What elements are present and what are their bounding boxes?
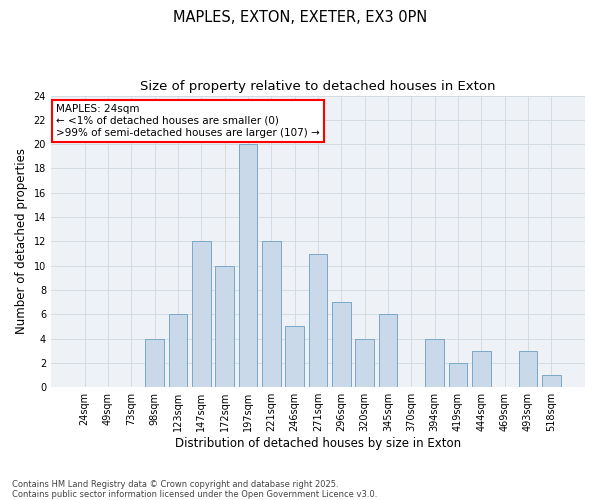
Bar (449, 363, 467, 387)
Bar (355, 338, 374, 387)
Bar (542, 375, 561, 387)
Text: Contains HM Land Registry data © Crown copyright and database right 2025.
Contai: Contains HM Land Registry data © Crown c… (12, 480, 377, 499)
Bar (262, 242, 281, 387)
Bar (145, 338, 164, 387)
Bar (425, 338, 444, 387)
Y-axis label: Number of detached properties: Number of detached properties (15, 148, 28, 334)
Bar (192, 242, 211, 387)
Bar (239, 144, 257, 387)
Title: Size of property relative to detached houses in Exton: Size of property relative to detached ho… (140, 80, 496, 93)
Bar (379, 314, 397, 387)
Bar (519, 351, 538, 387)
Text: MAPLES: 24sqm
← <1% of detached houses are smaller (0)
>99% of semi-detached hou: MAPLES: 24sqm ← <1% of detached houses a… (56, 104, 320, 138)
Bar (215, 266, 234, 387)
X-axis label: Distribution of detached houses by size in Exton: Distribution of detached houses by size … (175, 437, 461, 450)
Text: MAPLES, EXTON, EXETER, EX3 0PN: MAPLES, EXTON, EXETER, EX3 0PN (173, 10, 427, 25)
Bar (308, 254, 327, 387)
Bar (169, 314, 187, 387)
Bar (472, 351, 491, 387)
Bar (332, 302, 350, 387)
Bar (285, 326, 304, 387)
